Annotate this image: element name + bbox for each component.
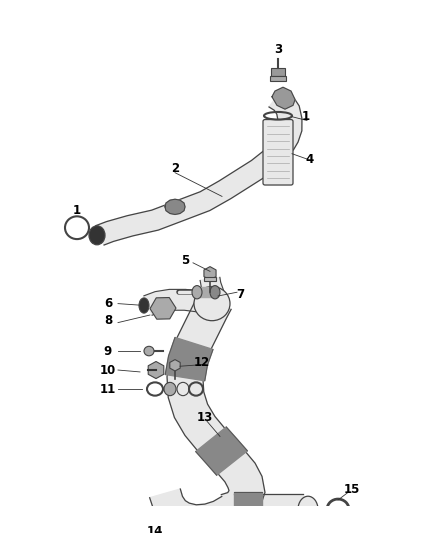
Text: 11: 11 — [100, 383, 116, 395]
Text: 12: 12 — [194, 356, 210, 369]
Text: 1: 1 — [73, 204, 81, 217]
Polygon shape — [272, 87, 295, 109]
Polygon shape — [269, 88, 302, 150]
Polygon shape — [200, 277, 227, 306]
Text: 4: 4 — [306, 153, 314, 166]
Circle shape — [144, 346, 154, 356]
Ellipse shape — [139, 298, 149, 313]
Text: 3: 3 — [274, 43, 282, 56]
Polygon shape — [165, 337, 213, 381]
Bar — [270, 76, 286, 80]
Polygon shape — [234, 494, 303, 524]
Polygon shape — [167, 294, 265, 526]
Text: 1: 1 — [302, 110, 310, 123]
Circle shape — [194, 287, 230, 321]
Bar — [271, 68, 285, 76]
Text: 7: 7 — [236, 288, 244, 301]
Text: 15: 15 — [344, 483, 360, 496]
Polygon shape — [197, 287, 215, 297]
Text: 2: 2 — [171, 163, 179, 175]
Ellipse shape — [164, 382, 176, 395]
Text: 10: 10 — [100, 364, 116, 376]
Bar — [204, 277, 216, 281]
FancyBboxPatch shape — [263, 119, 293, 185]
Text: 6: 6 — [104, 297, 112, 310]
Polygon shape — [196, 427, 247, 475]
Polygon shape — [165, 199, 185, 214]
Ellipse shape — [298, 496, 318, 523]
Text: 9: 9 — [104, 344, 112, 358]
Polygon shape — [150, 489, 238, 533]
Text: 5: 5 — [181, 254, 189, 268]
Polygon shape — [144, 289, 214, 315]
Text: 13: 13 — [197, 411, 213, 424]
Ellipse shape — [89, 226, 105, 245]
Polygon shape — [96, 139, 292, 245]
Text: 8: 8 — [104, 314, 112, 327]
Ellipse shape — [210, 286, 220, 299]
Polygon shape — [234, 492, 262, 527]
Ellipse shape — [192, 286, 202, 299]
Circle shape — [169, 519, 179, 529]
Ellipse shape — [177, 382, 189, 395]
Text: 14: 14 — [147, 525, 163, 533]
